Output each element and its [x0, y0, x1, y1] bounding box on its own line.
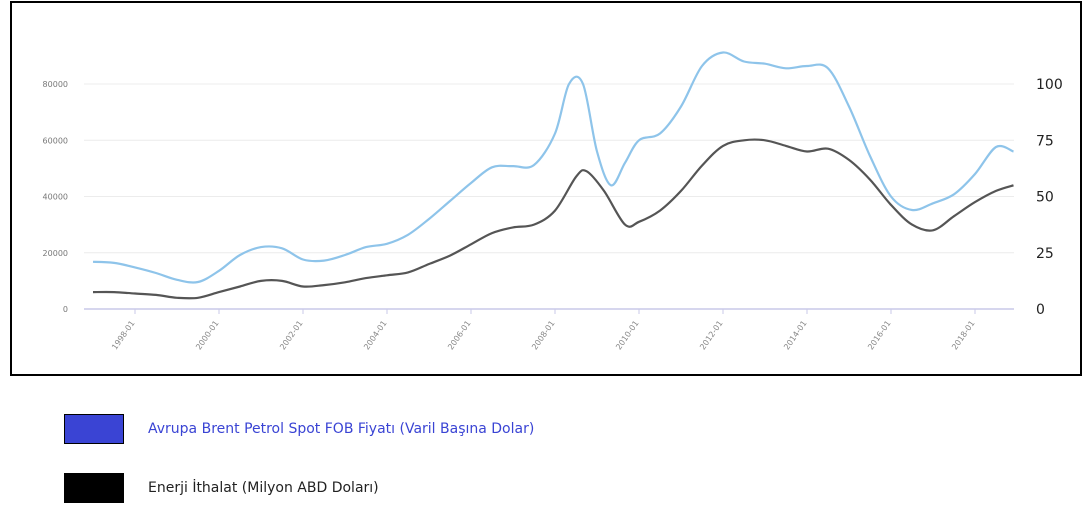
x-tick-label: 1998-01	[110, 319, 137, 352]
x-tick-label: 2002-01	[278, 319, 305, 352]
y-tick-label-right: 75	[1036, 133, 1054, 149]
x-tick-label: 2016-01	[866, 319, 893, 352]
y-tick-label-left: 0	[63, 305, 68, 314]
series-line-brent	[92, 51, 1014, 284]
x-tick-label: 2014-01	[782, 319, 809, 352]
y-tick-label-right: 0	[1036, 302, 1045, 318]
x-tick-label: 2000-01	[194, 319, 221, 352]
legend-label-energy-import: Enerji İthalat (Milyon ABD Doları)	[148, 480, 379, 496]
y-tick-label-left: 20000	[43, 249, 68, 258]
y-tick-label-left: 40000	[43, 193, 68, 202]
legend-swatch-energy-import	[64, 473, 124, 503]
legend-swatch-brent	[64, 414, 124, 444]
x-tick-label: 2004-01	[362, 319, 389, 352]
y-tick-label-right: 25	[1036, 246, 1054, 262]
legend-item-energy-import: Enerji İthalat (Milyon ABD Doları)	[64, 473, 379, 503]
y-tick-label-left: 80000	[43, 80, 68, 89]
legend-item-brent: Avrupa Brent Petrol Spot FOB Fiyatı (Var…	[64, 414, 534, 444]
y-tick-label-right: 100	[1036, 77, 1063, 93]
y-tick-label-right: 50	[1036, 190, 1054, 206]
x-tick-label: 2018-01	[950, 319, 977, 352]
x-tick-label: 2008-01	[530, 319, 557, 352]
chart-frame: 0 25 50 75 100 0 20000 40000 60000 80000 1998-01 20…	[10, 1, 1082, 376]
x-tick-label: 2006-01	[446, 319, 473, 352]
x-tick-label: 2012-01	[698, 319, 725, 352]
series-line-energy-import	[92, 138, 1014, 300]
y-tick-label-left: 60000	[43, 136, 68, 145]
line-chart: 0 25 50 75 100 0 20000 40000 60000 80000 1998-01 20…	[43, 51, 1063, 352]
legend-label-brent: Avrupa Brent Petrol Spot FOB Fiyatı (Var…	[148, 421, 535, 437]
x-tick-label: 2010-01	[614, 319, 641, 352]
